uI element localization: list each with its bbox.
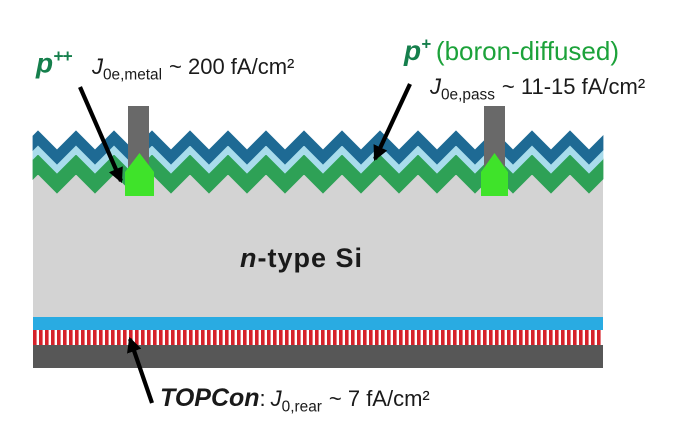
label-j0e-metal: J0e,metal ~ 200 fA/cm² xyxy=(92,56,294,83)
label-p-plus-plus: p++ xyxy=(36,46,72,79)
j0-rear-subscript: 0,rear xyxy=(281,398,322,416)
arrow-to-p-plus-plus-contact xyxy=(78,86,123,184)
n-symbol: n xyxy=(240,243,258,273)
colon: : xyxy=(259,386,266,411)
label-p-plus-boron: p+ (boron-diffused) xyxy=(404,35,619,67)
rear-oxide-layer xyxy=(33,317,603,330)
j0e-pass-value: ~ 11-15 fA/cm² xyxy=(501,74,646,99)
metal-finger-left xyxy=(128,106,149,170)
arrow-to-boron-diffused-layer xyxy=(373,83,412,162)
topcon-striped-layer xyxy=(33,330,603,345)
p-plus-plus-symbol: p xyxy=(36,47,54,79)
j-symbol: J xyxy=(92,54,103,79)
label-topcon-rear: TOPCon: J0,rear ~ 7 fA/cm² xyxy=(160,386,430,415)
j0-rear-value: ~ 7 fA/cm² xyxy=(328,386,430,411)
j0e-metal-value: ~ 200 fA/cm² xyxy=(169,54,295,79)
boron-diffused-text: (boron-diffused) xyxy=(435,36,619,67)
j0e-metal-subscript: 0e,metal xyxy=(103,66,163,84)
metal-finger-right xyxy=(484,106,505,170)
p-plus-base: p xyxy=(404,35,422,67)
p-plus-symbol: p+ xyxy=(404,35,431,66)
p-plus-plus-region-right xyxy=(481,153,508,196)
rear-metal-layer xyxy=(33,345,603,368)
textured-front-layers xyxy=(32,130,604,194)
p-plus-plus-region-left xyxy=(125,153,154,196)
arc-zigzag-dark-blue xyxy=(32,130,604,165)
topcon-name: TOPCon xyxy=(160,384,260,412)
j0e-pass-subscript: 0e,pass xyxy=(441,86,495,104)
arrow-to-topcon-layer xyxy=(127,336,154,404)
label-j0e-pass: J0e,pass ~ 11-15 fA/cm² xyxy=(430,76,645,103)
j-symbol: J xyxy=(430,74,441,99)
p-plus-plus-superscript: ++ xyxy=(53,46,72,66)
n-type-text: -type Si xyxy=(257,243,364,273)
p-plus-superscript: + xyxy=(421,35,431,54)
j-symbol: J xyxy=(270,386,282,411)
n-type-si-bulk xyxy=(33,173,603,317)
label-n-type-si: n-type Si xyxy=(240,245,363,272)
